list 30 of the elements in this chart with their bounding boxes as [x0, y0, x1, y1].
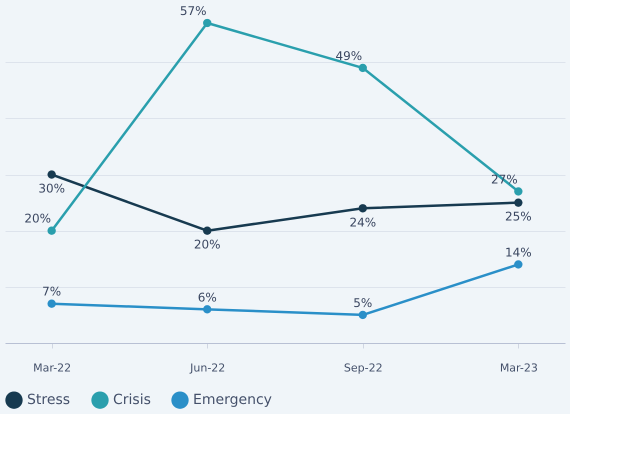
data-label: 6%	[198, 290, 217, 304]
point	[358, 310, 367, 320]
point	[514, 198, 523, 207]
legend-label: Stress	[27, 392, 70, 408]
point	[47, 226, 56, 235]
point	[514, 187, 523, 196]
x-tick-label: Mar-22	[33, 362, 72, 374]
data-label: 24%	[349, 215, 376, 230]
data-label: 49%	[335, 48, 362, 63]
data-label: 20%	[24, 212, 52, 226]
point	[47, 170, 56, 179]
legend-label: Crisis	[113, 392, 151, 408]
x-tick-label: Jun-22	[189, 362, 226, 374]
legend-label: Emergency	[193, 392, 272, 408]
point	[47, 300, 56, 308]
point	[203, 18, 212, 28]
data-label: 7%	[42, 284, 62, 299]
data-label: 5%	[353, 296, 372, 310]
data-label: 57%	[180, 4, 207, 18]
data-label: 30%	[38, 182, 66, 196]
x-tick-label: Mar-23	[500, 362, 538, 374]
data-label: 20%	[194, 238, 221, 252]
data-label: 14%	[504, 245, 532, 260]
point	[203, 226, 212, 235]
data-label: 25%	[504, 210, 532, 224]
point	[358, 204, 367, 212]
point	[358, 64, 367, 72]
point	[514, 260, 523, 269]
x-tick-label: Sep-22	[344, 362, 383, 374]
point	[203, 305, 212, 314]
